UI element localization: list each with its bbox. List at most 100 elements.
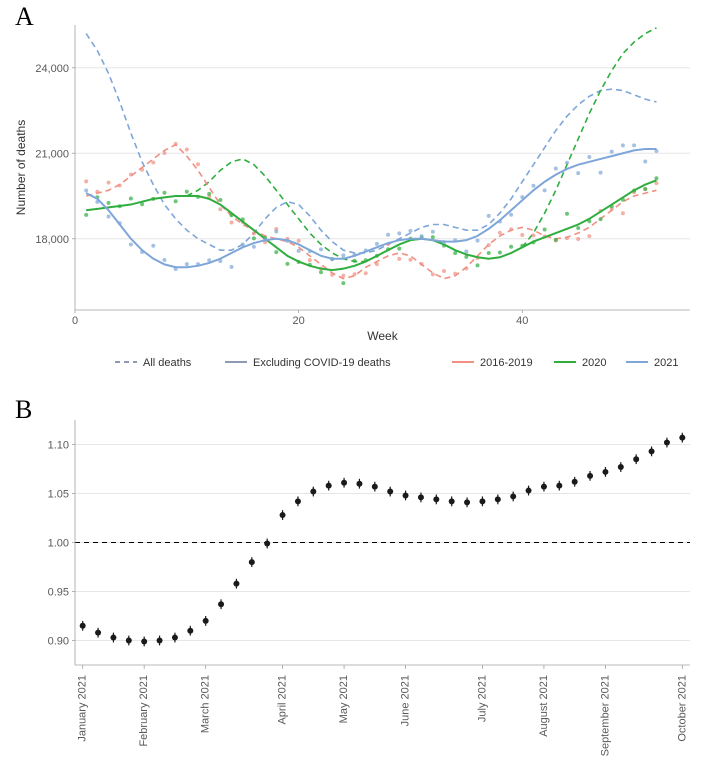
series-point bbox=[252, 245, 256, 249]
x-tick-label: April 2021 bbox=[277, 675, 289, 725]
series-point bbox=[531, 240, 535, 244]
series-point bbox=[543, 228, 547, 232]
x-tick-label: October 2021 bbox=[676, 675, 688, 742]
data-point bbox=[310, 489, 316, 495]
series-point bbox=[476, 239, 480, 243]
y-tick-label: 0.95 bbox=[48, 587, 69, 599]
series-point bbox=[218, 198, 222, 202]
data-point bbox=[187, 628, 193, 634]
x-tick-label: June 2021 bbox=[400, 675, 412, 726]
series-point bbox=[297, 249, 301, 253]
series-point bbox=[375, 242, 379, 246]
series-point bbox=[285, 239, 289, 243]
series-point bbox=[442, 240, 446, 244]
data-point bbox=[326, 483, 332, 489]
series-point bbox=[431, 230, 435, 234]
legend-label: All deaths bbox=[143, 357, 192, 369]
x-tick-label: 40 bbox=[516, 315, 528, 327]
data-point bbox=[541, 484, 547, 490]
series-point bbox=[498, 251, 502, 255]
series-point bbox=[196, 162, 200, 166]
series-point bbox=[185, 148, 189, 152]
series-line bbox=[522, 28, 656, 247]
series-point bbox=[118, 221, 122, 225]
data-point bbox=[526, 488, 532, 494]
series-point bbox=[464, 250, 468, 254]
series-point bbox=[587, 219, 591, 223]
series-point bbox=[118, 183, 122, 187]
series-point bbox=[576, 171, 580, 175]
data-point bbox=[664, 440, 670, 446]
series-point bbox=[241, 242, 245, 246]
series-point bbox=[576, 237, 580, 241]
series-point bbox=[554, 167, 558, 171]
series-point bbox=[364, 258, 368, 262]
y-tick-label: 24,000 bbox=[35, 63, 69, 75]
series-point bbox=[95, 200, 99, 204]
series-point bbox=[599, 171, 603, 175]
series-point bbox=[308, 263, 312, 267]
series-point bbox=[330, 273, 334, 277]
series-point bbox=[285, 262, 289, 266]
series-point bbox=[297, 239, 301, 243]
series-point bbox=[151, 161, 155, 165]
panel-b-chart: 0.900.951.001.051.10January 2021February… bbox=[48, 420, 690, 756]
series-point bbox=[84, 189, 88, 193]
series-point bbox=[476, 263, 480, 267]
panel-label-a: A bbox=[15, 2, 34, 32]
series-point bbox=[442, 244, 446, 248]
data-point bbox=[280, 512, 286, 518]
series-point bbox=[364, 249, 368, 253]
data-point bbox=[556, 483, 562, 489]
x-tick-label: July 2021 bbox=[476, 675, 488, 722]
series-point bbox=[107, 215, 111, 219]
y-tick-label: 21,000 bbox=[35, 148, 69, 160]
series-point bbox=[207, 192, 211, 196]
series-point bbox=[230, 265, 234, 269]
series-point bbox=[341, 281, 345, 285]
series-point bbox=[654, 176, 658, 180]
data-point bbox=[403, 492, 409, 498]
series-point bbox=[453, 238, 457, 242]
data-point bbox=[341, 480, 347, 486]
x-tick-label: 0 bbox=[72, 315, 78, 327]
series-point bbox=[520, 244, 524, 248]
y-tick-label: 18,000 bbox=[35, 234, 69, 246]
series-point bbox=[151, 244, 155, 248]
series-point bbox=[632, 189, 636, 193]
series-point bbox=[520, 233, 524, 237]
y-tick-label: 1.05 bbox=[48, 489, 69, 501]
data-point bbox=[110, 635, 116, 641]
series-point bbox=[375, 254, 379, 258]
data-point bbox=[649, 448, 655, 454]
legend-label: 2021 bbox=[654, 357, 678, 369]
series-point bbox=[162, 151, 166, 155]
series-point bbox=[397, 231, 401, 235]
data-point bbox=[387, 489, 393, 495]
series-point bbox=[621, 198, 625, 202]
data-point bbox=[449, 498, 455, 504]
series-point bbox=[174, 199, 178, 203]
series-point bbox=[218, 207, 222, 211]
data-point bbox=[372, 484, 378, 490]
series-point bbox=[498, 231, 502, 235]
series-point bbox=[420, 234, 424, 238]
series-point bbox=[353, 272, 357, 276]
y-axis-title: Number of deaths bbox=[14, 120, 28, 215]
series-point bbox=[274, 229, 278, 233]
series-point bbox=[643, 187, 647, 191]
x-tick-label: August 2021 bbox=[538, 675, 550, 737]
x-tick-label: February 2021 bbox=[138, 675, 150, 747]
series-point bbox=[230, 213, 234, 217]
data-point bbox=[249, 559, 255, 565]
data-point bbox=[587, 473, 593, 479]
series-point bbox=[520, 195, 524, 199]
data-point bbox=[141, 638, 147, 644]
series-point bbox=[509, 227, 513, 231]
series-point bbox=[464, 255, 468, 259]
data-point bbox=[602, 469, 608, 475]
x-tick-label: 20 bbox=[293, 315, 305, 327]
series-point bbox=[431, 272, 435, 276]
series-point bbox=[397, 247, 401, 251]
series-point bbox=[587, 234, 591, 238]
